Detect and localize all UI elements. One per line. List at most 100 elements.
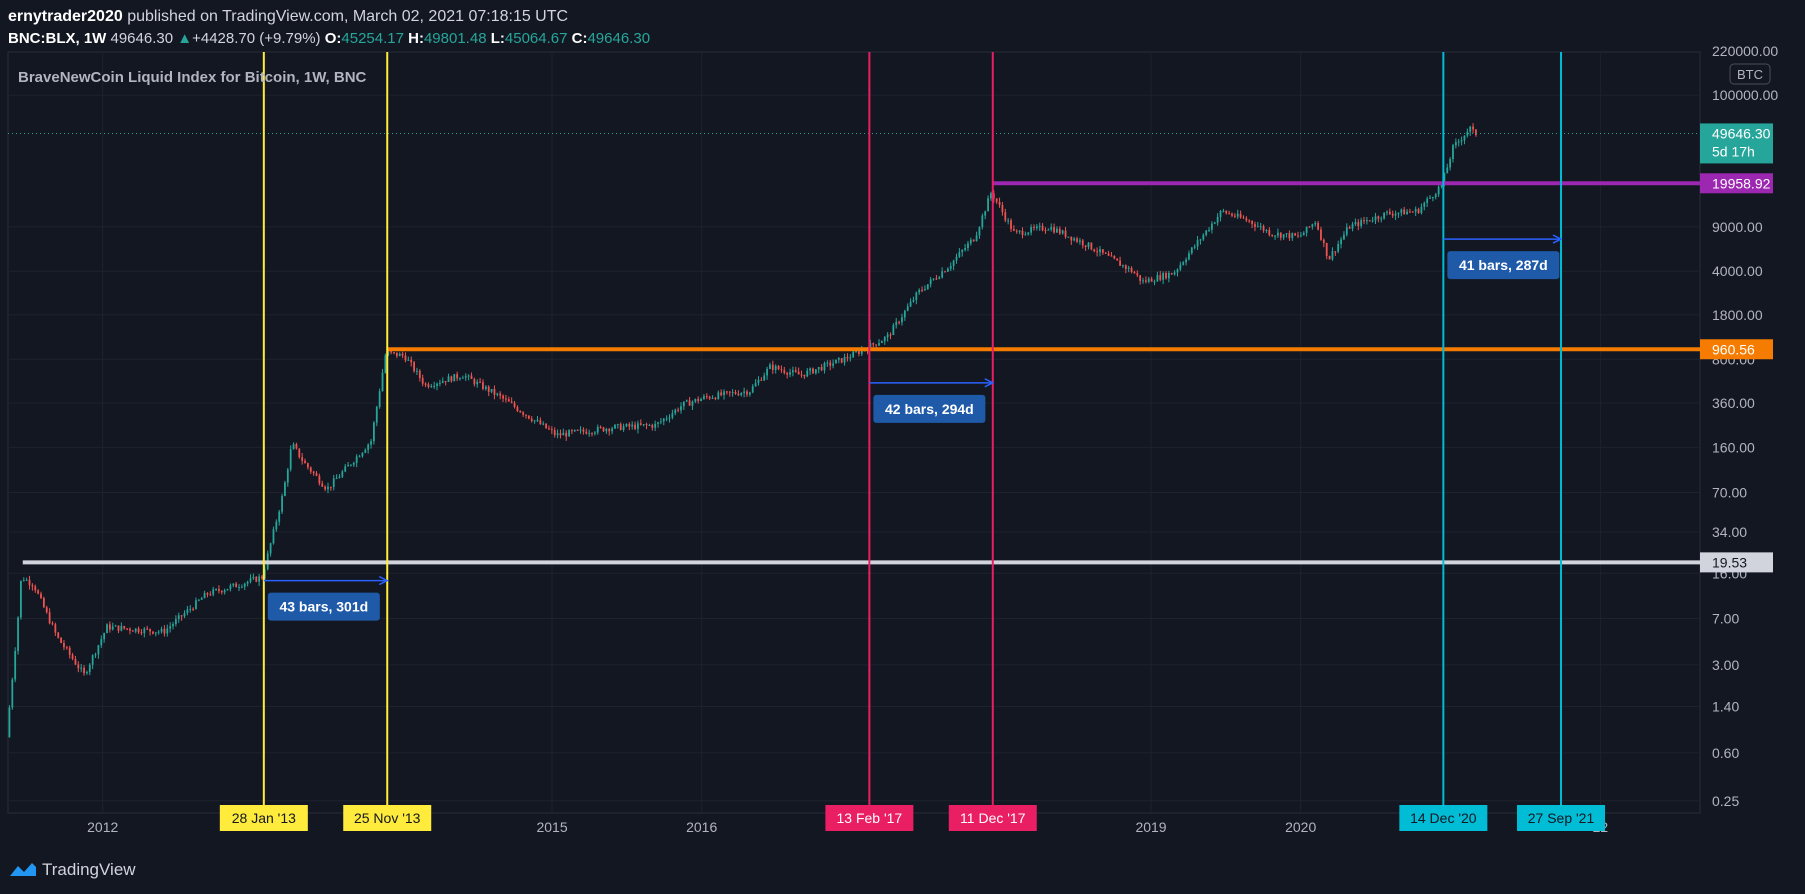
vertical-lines-layer[interactable]: [262, 52, 1563, 813]
candle-body: [1449, 159, 1452, 168]
candle-body: [559, 433, 562, 436]
candle-body: [502, 395, 504, 399]
candle-body: [1394, 213, 1397, 216]
candle-body: [100, 639, 103, 646]
currency-badge-label: BTC: [1737, 67, 1763, 82]
vertical-date-badge[interactable]: [1517, 805, 1606, 831]
candle-body: [1228, 213, 1231, 215]
open-label: O:: [324, 30, 342, 47]
price-axis[interactable]: 100000.009000.004000.001800.00800.00360.…: [1700, 43, 1778, 809]
level-price-label: 960.56: [1712, 341, 1755, 357]
level-price-label: 19.53: [1712, 554, 1747, 570]
candle-body: [407, 359, 410, 361]
author-name[interactable]: ernytrader2020: [8, 8, 123, 25]
vertical-date-badge[interactable]: [343, 805, 432, 831]
measurements-layer[interactable]: 43 bars, 301d 42 bars, 294d 41 bars, 287d: [263, 234, 1563, 621]
candle-body: [628, 424, 631, 427]
candle-body: [1185, 259, 1187, 263]
currency-badge[interactable]: [1729, 63, 1771, 85]
candle-body: [909, 301, 912, 307]
candle-body: [525, 414, 527, 416]
level-price-badge[interactable]: [1700, 173, 1773, 194]
candle-body: [1400, 209, 1403, 213]
measure-label-box[interactable]: [267, 592, 380, 621]
candle-body: [352, 462, 355, 465]
candle-body: [378, 391, 381, 407]
candle-body: [111, 626, 114, 630]
measure-label: 42 bars, 294d: [885, 401, 974, 417]
candle-body: [1365, 220, 1368, 222]
candle-body: [496, 393, 499, 395]
horizontal-levels-layer[interactable]: [22, 181, 1700, 565]
candle-body: [680, 406, 682, 411]
candle-body: [1196, 240, 1199, 247]
change-value: +4428.70 (+9.79%): [192, 30, 321, 47]
candle-body: [880, 341, 883, 344]
candle-body: [1377, 216, 1380, 219]
tradingview-brand[interactable]: TradingView: [8, 860, 136, 880]
plot-frame: [7, 51, 1701, 814]
candle-body: [1110, 255, 1113, 257]
vertical-date-badge[interactable]: [825, 805, 914, 831]
measure-label-box[interactable]: [873, 394, 986, 423]
candle-body: [886, 334, 889, 338]
candle-body: [48, 612, 51, 624]
candle-body: [1383, 212, 1386, 219]
candle-body: [195, 600, 197, 609]
candle-body: [1024, 234, 1027, 236]
candle-body: [1079, 240, 1081, 242]
candle-body: [1251, 220, 1253, 225]
candle-body: [703, 396, 705, 399]
candle-body: [622, 426, 625, 430]
candle-body: [74, 659, 77, 665]
candle-body: [1254, 224, 1256, 227]
level-price-badge[interactable]: [1700, 339, 1773, 360]
candle-body: [252, 576, 255, 579]
brand-text: TradingView: [42, 860, 136, 879]
candle-body: [728, 391, 731, 393]
candle-body: [1360, 220, 1363, 227]
candle-body: [576, 429, 579, 431]
candle-body: [490, 389, 493, 392]
candle-body: [192, 608, 195, 610]
candle-body: [734, 392, 737, 394]
candle-body: [1265, 229, 1268, 231]
candle-body: [889, 334, 892, 336]
candle-body: [238, 587, 240, 589]
candle-body: [1417, 209, 1420, 213]
measure-label-box[interactable]: [1447, 251, 1560, 280]
candle-body: [1305, 226, 1308, 233]
candle-body: [619, 424, 622, 430]
level-price-badge[interactable]: [1700, 552, 1773, 573]
candle-body: [651, 425, 654, 428]
candle-body: [912, 300, 915, 302]
candle-body: [789, 372, 791, 375]
candle-body: [1279, 232, 1282, 238]
candle-body: [1308, 226, 1311, 228]
candle-body: [1262, 226, 1265, 231]
candle-body: [246, 581, 249, 584]
candle-body: [163, 628, 166, 634]
candle-body: [835, 359, 837, 364]
vertical-date-badge[interactable]: [1399, 805, 1488, 831]
vertical-date-badge[interactable]: [948, 805, 1037, 831]
candle-body: [1156, 275, 1159, 282]
candle-body: [593, 432, 596, 434]
candle-body: [800, 374, 803, 376]
candle-body: [1311, 224, 1314, 227]
last-price-badge[interactable]: [1700, 123, 1773, 164]
candle-body: [582, 429, 585, 432]
candle-body: [404, 355, 407, 361]
candle-body: [1248, 220, 1251, 222]
candle-body: [1216, 216, 1219, 223]
vertical-date-badge[interactable]: [219, 805, 308, 831]
candle-body: [806, 370, 809, 377]
candle-body: [390, 351, 393, 353]
candle-body: [197, 599, 200, 601]
candle-body: [149, 628, 151, 632]
candle-body: [393, 352, 395, 354]
candle-body: [1104, 252, 1107, 254]
candle-body: [530, 418, 533, 422]
